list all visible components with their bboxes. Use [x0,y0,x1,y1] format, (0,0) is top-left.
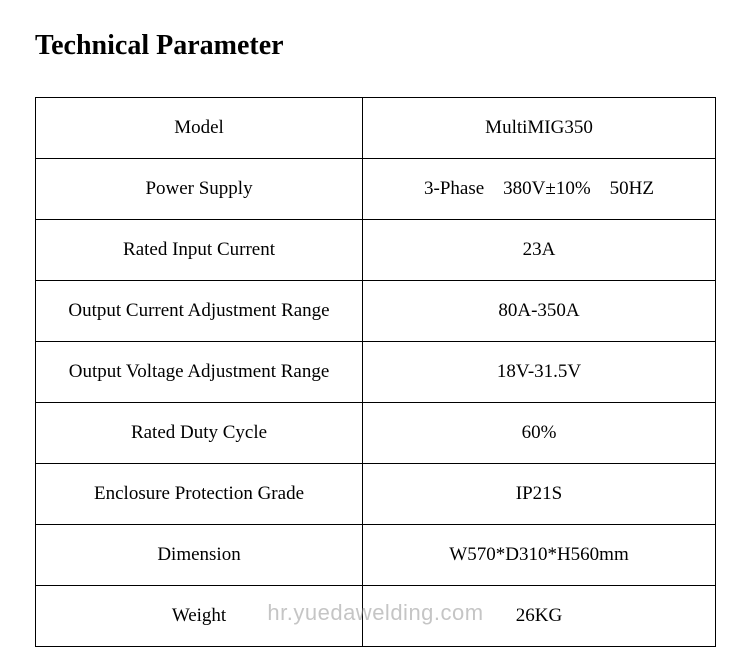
param-value: 23A [363,220,716,281]
param-value: 3-Phase 380V±10% 50HZ [363,159,716,220]
param-value: 26KG [363,586,716,647]
param-label: Enclosure Protection Grade [36,464,363,525]
param-label: Dimension [36,525,363,586]
table-row: Weight 26KG [36,586,716,647]
param-value: 60% [363,403,716,464]
param-label: Rated Duty Cycle [36,403,363,464]
page-title: Technical Parameter [35,30,716,62]
param-label: Power Supply [36,159,363,220]
param-label: Model [36,98,363,159]
param-label: Rated Input Current [36,220,363,281]
param-value: IP21S [363,464,716,525]
param-value: 18V-31.5V [363,342,716,403]
table-row: Rated Input Current 23A [36,220,716,281]
table-row: Model MultiMIG350 [36,98,716,159]
param-value: 80A-350A [363,281,716,342]
parameter-table: Model MultiMIG350 Power Supply 3-Phase 3… [35,97,716,647]
table-row: Output Voltage Adjustment Range 18V-31.5… [36,342,716,403]
param-value: W570*D310*H560mm [363,525,716,586]
table-row: Dimension W570*D310*H560mm [36,525,716,586]
table-row: Power Supply 3-Phase 380V±10% 50HZ [36,159,716,220]
table-row: Rated Duty Cycle 60% [36,403,716,464]
table-row: Output Current Adjustment Range 80A-350A [36,281,716,342]
param-value: MultiMIG350 [363,98,716,159]
param-label: Weight [36,586,363,647]
param-label: Output Voltage Adjustment Range [36,342,363,403]
param-label: Output Current Adjustment Range [36,281,363,342]
table-row: Enclosure Protection Grade IP21S [36,464,716,525]
